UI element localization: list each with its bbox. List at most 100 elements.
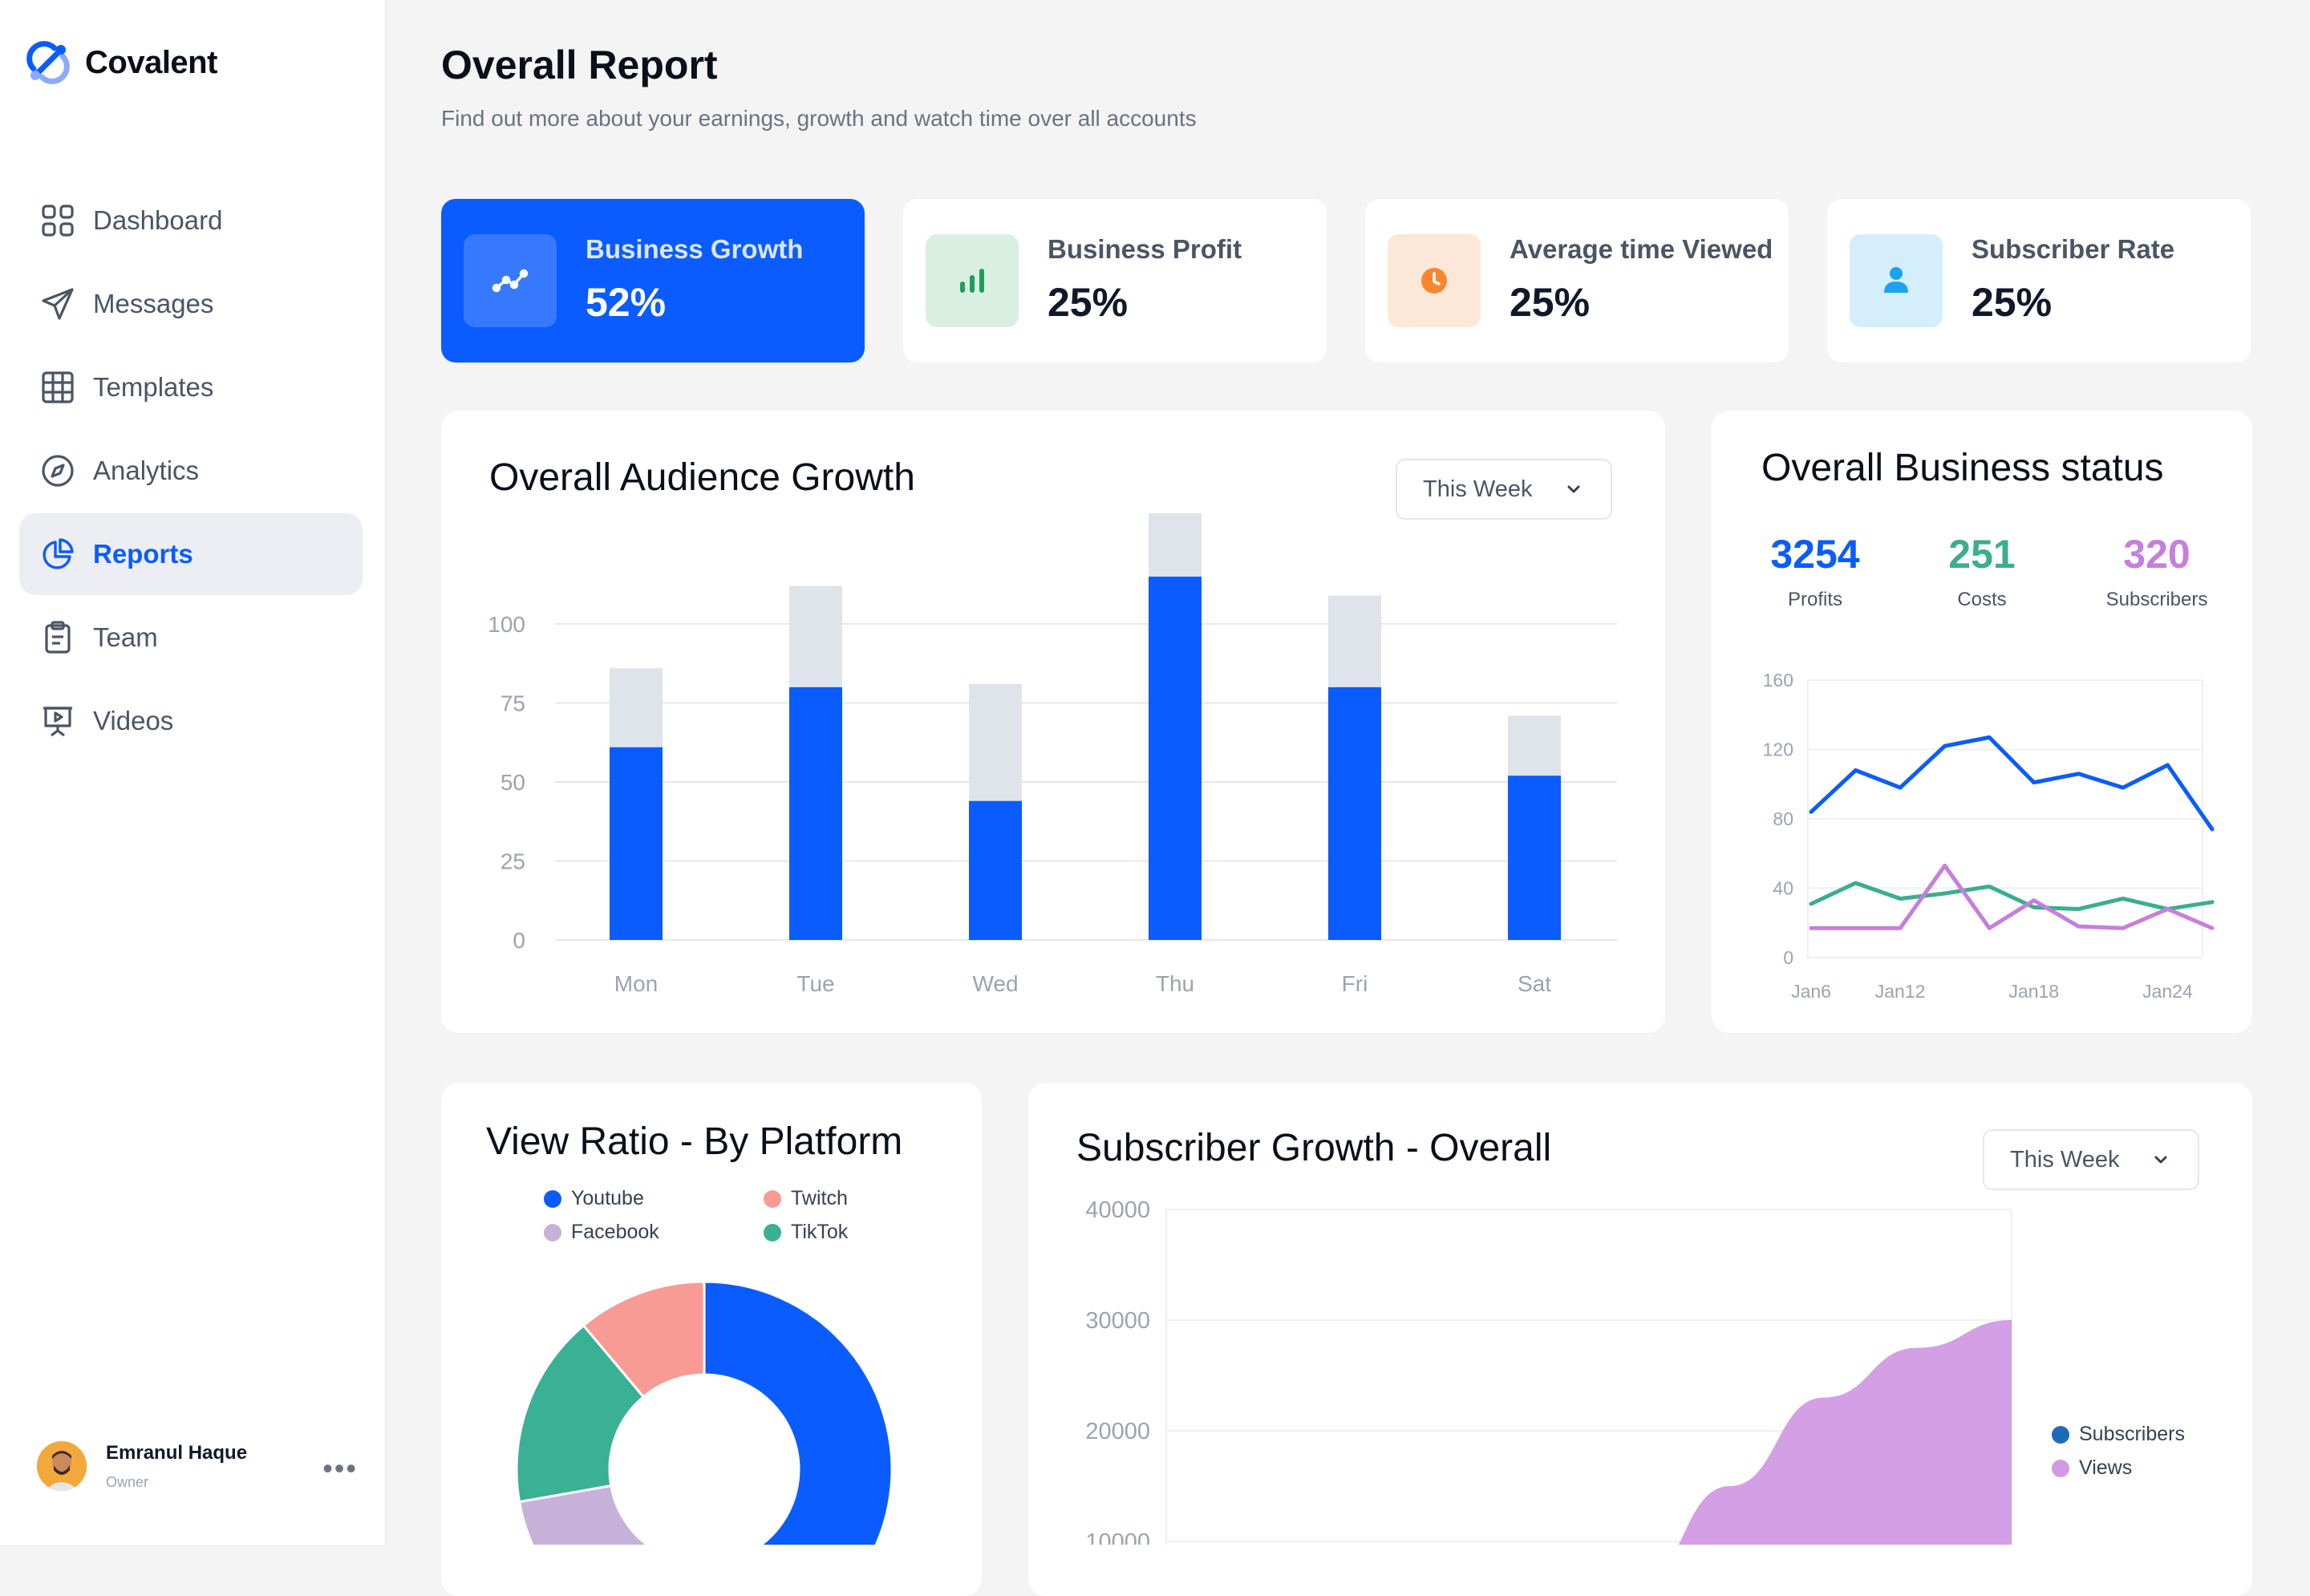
x-tick-label: Jan18 (2008, 981, 2059, 1002)
legend-subscribers: Subscribers (2052, 1423, 2185, 1446)
kpi-label: Subscribers (2105, 589, 2208, 610)
kpi-costs: 251 Costs (1914, 531, 2050, 611)
y-tick-label: 75 (500, 691, 525, 715)
more-options-icon[interactable]: ••• (322, 1452, 358, 1485)
kpi-value: 320 (2123, 532, 2190, 577)
chevron-down-icon (2154, 1156, 2167, 1164)
compass-icon (40, 453, 75, 488)
stat-value: 25% (1048, 280, 1129, 325)
user-icon (1850, 234, 1943, 327)
view-ratio-title: View Ratio - By Platform (486, 1120, 903, 1163)
x-tick-label: Jan24 (2142, 981, 2193, 1002)
legend-dot (2052, 1425, 2069, 1444)
bar-segment (969, 683, 1022, 801)
sidebar-item-label: Reports (93, 539, 193, 569)
business-line-chart: 0 40 80 120 160 Jan6 Jan12 Jan18 Jan24 (1763, 670, 2215, 1002)
user-role: Owner (106, 1473, 149, 1490)
bar-segment (1149, 513, 1202, 577)
bar-segment (789, 585, 842, 687)
sidebar-item-templates[interactable]: Templates (19, 346, 363, 428)
legend-dot (544, 1189, 561, 1208)
legend-dot (544, 1223, 561, 1242)
bar-segment (1508, 715, 1561, 776)
bar-segment (1328, 687, 1381, 940)
legend-label: Facebook (571, 1221, 659, 1243)
paper-plane-icon (40, 286, 75, 322)
x-tick-label: Wed (972, 971, 1018, 996)
stat-label: Subscriber Rate (1972, 234, 2175, 264)
bar-segment (610, 668, 663, 747)
area-series (1678, 1320, 2012, 1545)
y-tick-label: 40 (1773, 878, 1793, 899)
page-title: Overall Report (441, 43, 718, 87)
donut-slice (582, 1280, 706, 1399)
series-line (1809, 863, 2215, 930)
user-name: Emranul Haque (106, 1441, 248, 1464)
bar-segment (789, 687, 842, 940)
y-tick-label: 40000 (1085, 1197, 1150, 1223)
sidebar-item-label: Videos (93, 706, 174, 735)
audience-growth-title: Overall Audience Growth (489, 456, 915, 499)
user-profile[interactable]: Emranul Haque Owner ••• (37, 1440, 358, 1492)
legend-label: Views (2079, 1456, 2133, 1479)
business-status-title: Overall Business status (1761, 447, 2164, 489)
dropdown-label: This Week (2010, 1146, 2120, 1173)
legend-facebook: Facebook (544, 1221, 659, 1244)
stat-card-average-time-viewed[interactable]: Average time Viewed 25% (1365, 199, 1789, 363)
dashboard-grid-icon (40, 203, 75, 238)
legend-dot (764, 1189, 781, 1208)
audience-bar-chart: 0 25 50 75 100 Mon Tue Wed Thu Fri Sat (488, 513, 1617, 996)
sidebar-nav: Dashboard Messages Templates (19, 180, 363, 764)
clipboard-icon (40, 620, 75, 655)
bar-segment (969, 800, 1022, 940)
legend-twitch: Twitch (764, 1187, 848, 1210)
stat-label: Average time Viewed (1510, 234, 1773, 264)
bar-segment (610, 747, 663, 940)
y-tick-label: 0 (1783, 947, 1793, 968)
table-grid-icon (40, 370, 75, 405)
brand-name: Covalent (85, 44, 217, 80)
presentation-icon (40, 703, 75, 739)
bar-segment (1508, 776, 1561, 940)
brand-logo[interactable]: Covalent (26, 40, 217, 85)
covalent-logo-icon (26, 41, 70, 84)
donut-slice (517, 1484, 650, 1545)
sidebar-item-label: Analytics (93, 456, 200, 485)
y-tick-label: 20000 (1085, 1419, 1150, 1444)
subscriber-period-dropdown[interactable]: This Week (1983, 1129, 2199, 1190)
subscriber-area-chart: 10000 20000 30000 40000 (1085, 1197, 2012, 1545)
business-status-card: Overall Business status 3254 Profits 251… (1712, 411, 2252, 1033)
sidebar-item-analytics[interactable]: Analytics (19, 430, 363, 512)
pie-chart-icon (40, 537, 75, 572)
stat-card-business-growth[interactable]: Business Growth 52% (441, 199, 865, 363)
bar-chart-icon (926, 234, 1019, 327)
stat-card-business-profit[interactable]: Business Profit 25% (903, 199, 1327, 363)
sidebar-item-videos[interactable]: Videos (19, 680, 363, 762)
sidebar-item-messages[interactable]: Messages (19, 263, 363, 345)
legend-label: Twitch (791, 1187, 848, 1209)
stat-value: 52% (586, 280, 667, 325)
kpi-value: 3254 (1770, 532, 1860, 577)
dropdown-label: This Week (1423, 476, 1533, 502)
stat-card-subscriber-rate[interactable]: Subscriber Rate 25% (1827, 199, 2251, 363)
x-tick-label: Sat (1518, 971, 1551, 996)
sidebar-item-dashboard[interactable]: Dashboard (19, 180, 363, 261)
y-tick-label: 25 (500, 849, 525, 873)
audience-period-dropdown[interactable]: This Week (1396, 459, 1612, 520)
sidebar-item-reports[interactable]: Reports (19, 513, 363, 595)
legend-youtube: Youtube (544, 1187, 644, 1210)
y-tick-label: 50 (500, 770, 525, 795)
series-line (1809, 881, 2215, 911)
bar-segment (1328, 595, 1381, 687)
trend-line-icon (464, 234, 557, 327)
series-line (1809, 735, 2215, 832)
sidebar: Covalent Dashboard Messages (0, 0, 387, 1545)
subscriber-growth-title: Subscriber Growth - Overall (1076, 1127, 1552, 1169)
stat-value: 25% (1510, 280, 1591, 325)
sidebar-item-label: Messages (93, 289, 214, 318)
sidebar-item-label: Team (93, 622, 158, 652)
sidebar-item-team[interactable]: Team (19, 597, 363, 679)
stat-value: 25% (1972, 280, 2053, 325)
legend-dot (2052, 1459, 2069, 1477)
bar-segment (1149, 576, 1202, 940)
